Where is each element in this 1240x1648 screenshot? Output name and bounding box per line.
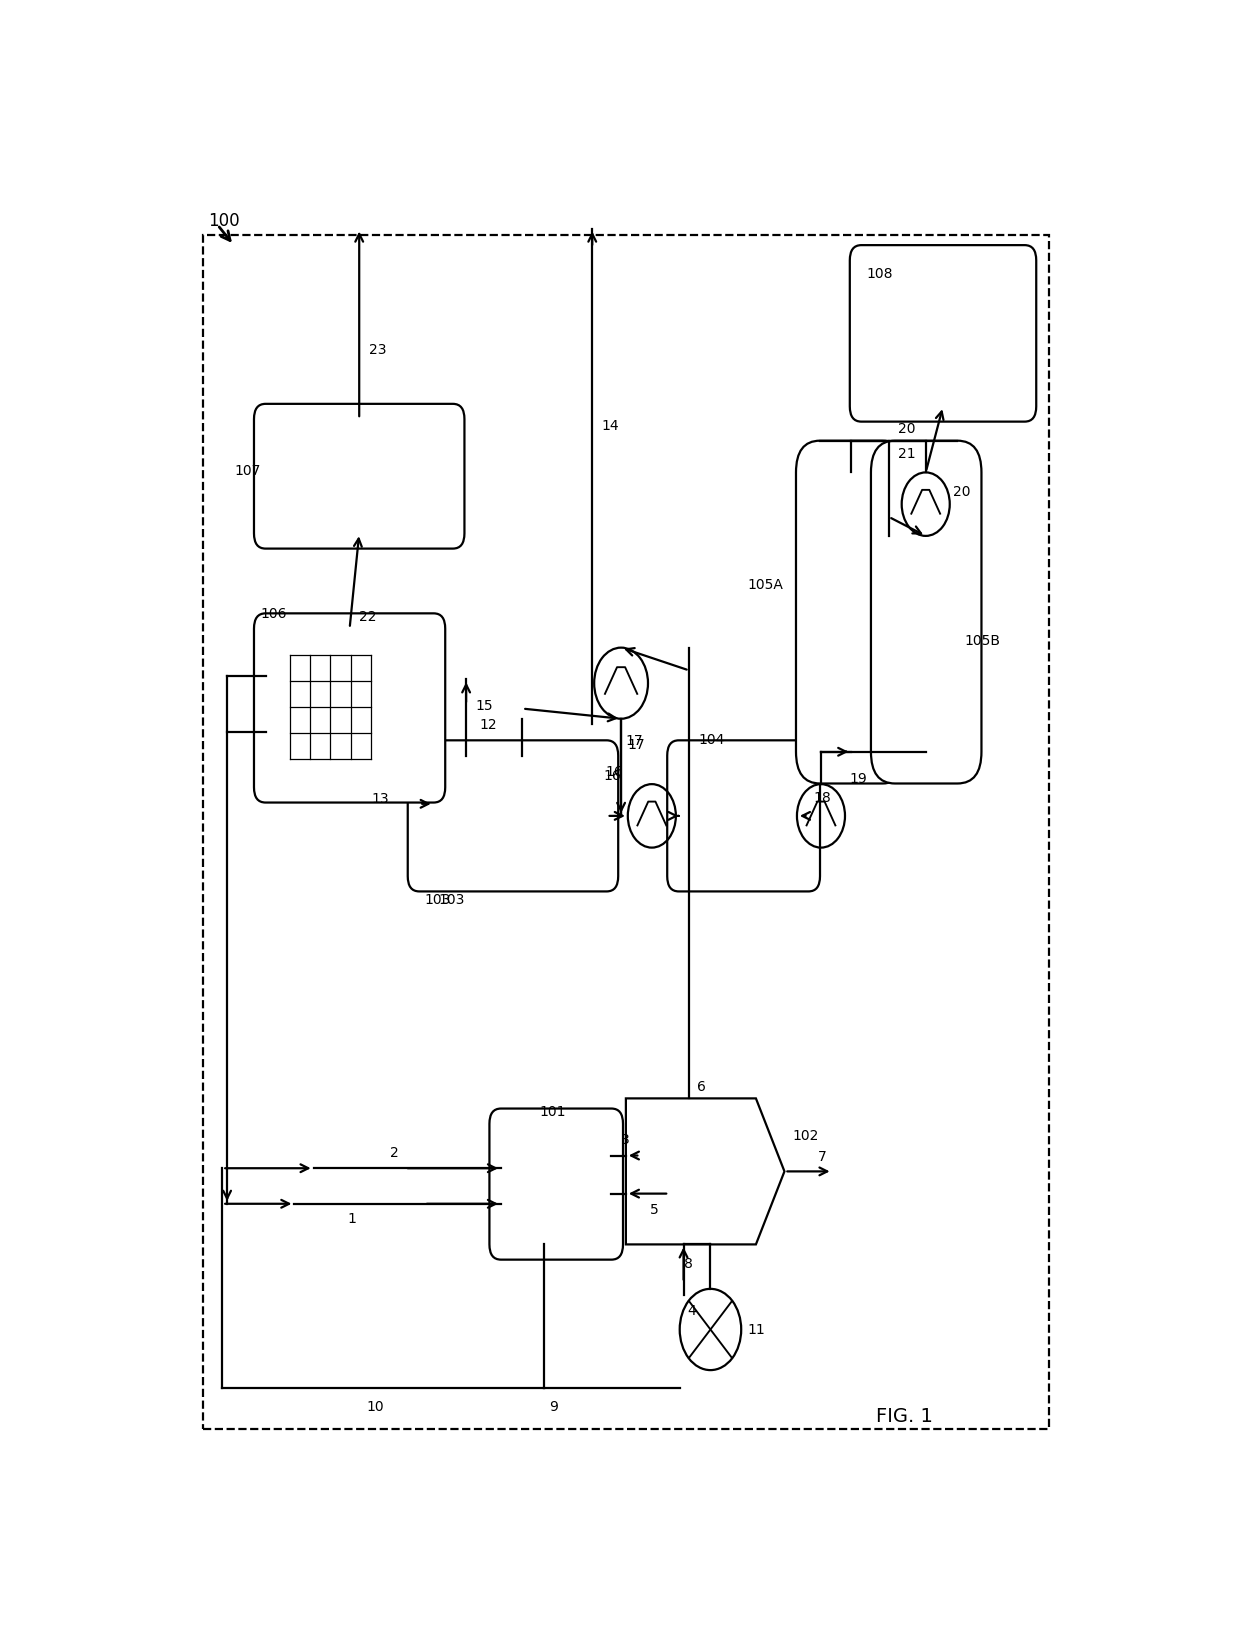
Text: 104: 104 (698, 733, 724, 747)
FancyBboxPatch shape (254, 615, 445, 803)
Text: 21: 21 (898, 447, 916, 461)
FancyBboxPatch shape (490, 1109, 622, 1259)
Text: 2: 2 (391, 1145, 399, 1159)
Text: 8: 8 (683, 1257, 692, 1271)
Text: 100: 100 (208, 211, 239, 229)
Text: 105B: 105B (965, 633, 1001, 648)
Text: 10: 10 (367, 1399, 384, 1412)
FancyBboxPatch shape (254, 405, 465, 549)
Text: 102: 102 (792, 1129, 818, 1142)
Text: 14: 14 (601, 419, 620, 433)
Text: 108: 108 (866, 267, 893, 280)
Text: 22: 22 (360, 610, 377, 623)
Text: 13: 13 (371, 791, 389, 806)
Text: 19: 19 (849, 771, 868, 786)
Text: 107: 107 (234, 463, 260, 478)
Text: 23: 23 (368, 343, 387, 358)
Text: 3: 3 (621, 1132, 630, 1147)
Text: 16: 16 (604, 768, 621, 783)
Text: 20: 20 (952, 485, 970, 499)
FancyBboxPatch shape (408, 742, 619, 892)
Text: 103: 103 (439, 893, 465, 906)
FancyBboxPatch shape (870, 442, 982, 784)
Text: 18: 18 (813, 791, 831, 804)
Text: 6: 6 (697, 1079, 706, 1093)
Text: 20: 20 (898, 422, 916, 435)
Text: 12: 12 (479, 717, 497, 732)
Text: 17: 17 (627, 738, 646, 751)
Text: 11: 11 (746, 1323, 765, 1337)
Text: 5: 5 (650, 1201, 658, 1216)
Text: 16: 16 (605, 765, 624, 780)
Text: 1: 1 (347, 1211, 356, 1224)
FancyBboxPatch shape (796, 442, 906, 784)
FancyBboxPatch shape (667, 742, 820, 892)
Text: 17: 17 (626, 733, 644, 748)
Text: 9: 9 (549, 1399, 558, 1412)
Text: 4: 4 (687, 1304, 696, 1318)
Text: 103: 103 (424, 893, 450, 906)
Text: FIG. 1: FIG. 1 (877, 1406, 932, 1426)
FancyBboxPatch shape (203, 236, 1049, 1429)
Text: 105A: 105A (748, 578, 784, 592)
FancyBboxPatch shape (849, 246, 1037, 422)
Text: 101: 101 (539, 1104, 565, 1119)
Text: 15: 15 (476, 699, 494, 712)
Text: 7: 7 (818, 1149, 827, 1163)
Text: 106: 106 (260, 606, 288, 621)
